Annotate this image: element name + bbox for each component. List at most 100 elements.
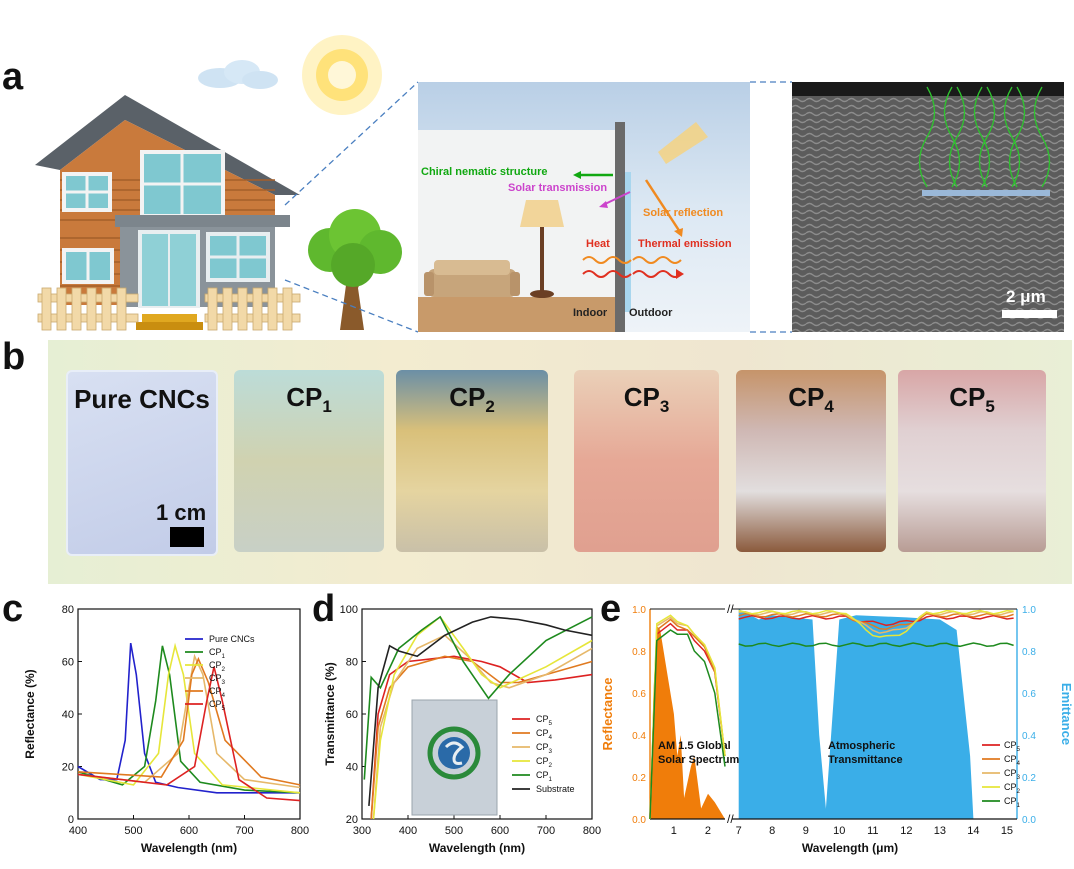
y-axis-label: Reflectance (%) <box>23 669 37 758</box>
scale-bar-label: 1 cm <box>156 500 207 525</box>
legend-label: CP2 <box>1004 782 1021 795</box>
label-indoor: Indoor <box>573 307 608 319</box>
label-thermal-emission: Thermal emission <box>638 238 732 250</box>
y-axis-label: Transmittance (%) <box>323 662 337 765</box>
y-tick-label: 20 <box>62 762 74 774</box>
annotation-solar: Solar Spectrum <box>658 754 740 766</box>
panel-d-label: d <box>312 588 336 630</box>
y-axis-label-right: Emittance <box>1059 683 1074 745</box>
legend-label: CP2 <box>536 756 553 769</box>
x-tick-label: 500 <box>124 825 142 837</box>
series-line-pure-cncs <box>77 642 300 794</box>
x-axis-label: Wavelength (nm) <box>141 841 237 855</box>
logo-s-mark <box>444 741 465 765</box>
chart-reflectance: 400 500 600 700 800 0 20 40 60 80 Wavelength (nm) R… <box>23 604 309 855</box>
x-tick-label: 600 <box>491 825 509 837</box>
series-nir-cp2 <box>649 614 726 820</box>
panel-c-label: c <box>2 588 24 630</box>
chart-transmittance: 300 400 500 600 700 800 20 40 60 80 100 Wavelength … <box>323 604 601 855</box>
logo-icon <box>427 726 481 780</box>
x-tick-label: 13 <box>934 825 946 837</box>
legend-label: CP3 <box>536 742 553 755</box>
legend-label: CP4 <box>536 728 553 741</box>
x-tick-label: 600 <box>180 825 198 837</box>
y-tick-label-right: 0.0 <box>1022 815 1036 826</box>
legend-label: CP4 <box>1004 754 1021 767</box>
axis-break-mark: // <box>727 602 734 616</box>
zoom-lines <box>284 81 792 333</box>
x-axis-label: Wavelength (μm) <box>802 841 898 855</box>
x-tick-label: 500 <box>445 825 463 837</box>
panel-a-label: a <box>2 56 24 98</box>
label-heat: Heat <box>586 238 610 250</box>
x-tick-label: 400 <box>399 825 417 837</box>
sem-scale-label: 2 μm <box>1006 287 1046 306</box>
x-tick-label: 9 <box>803 825 809 837</box>
axis-break-mark: // <box>727 812 734 826</box>
y-tick-label: 40 <box>346 762 358 774</box>
legend-label: CP3 <box>209 673 226 686</box>
y-tick-label-left: 0.8 <box>632 647 646 658</box>
label-solar-reflection: Solar reflection <box>643 207 723 219</box>
y-tick-label-right: 0.6 <box>1022 689 1036 700</box>
series-line-cp1 <box>363 615 593 780</box>
roof <box>35 95 300 195</box>
series-nir-cp4 <box>649 618 726 820</box>
legend-label: CP5 <box>1004 740 1021 753</box>
y-tick-label: 80 <box>346 657 358 669</box>
annotation-solar: AM 1.5 Global <box>658 740 731 752</box>
y-tick-label-left: 0.0 <box>632 815 646 826</box>
x-tick-label: 300 <box>353 825 371 837</box>
house-illustration <box>35 35 402 331</box>
sample-cp5: CP5 <box>898 370 1046 552</box>
x-tick-label: 400 <box>69 825 87 837</box>
panel-b-label: b <box>2 336 26 378</box>
samples-strip: Pure CNCs 1 cm CP1 CP2 CP3 CP4 CP5 <box>48 340 1072 584</box>
x-tick-label: 700 <box>537 825 555 837</box>
sample-cp3: CP3 <box>574 370 719 552</box>
sample-cp2: CP2 <box>396 370 548 552</box>
sample-cp4: CP4 <box>736 370 886 552</box>
series-ir-cp3 <box>738 610 1014 634</box>
x-tick-label: 11 <box>867 825 878 837</box>
series-ir-cp2 <box>738 609 1014 638</box>
solar-spectrum-area <box>650 625 725 819</box>
x-tick-label: 700 <box>235 825 253 837</box>
cloud-icon <box>198 60 278 89</box>
legend-label: Pure CNCs <box>209 634 255 644</box>
x-axis-label: Wavelength (nm) <box>429 841 525 855</box>
y-tick-label-right: 0.2 <box>1022 773 1036 784</box>
y-tick-label: 40 <box>62 709 74 721</box>
helix-icon <box>918 86 1051 188</box>
label-chiral: Chiral nematic structure <box>421 166 548 178</box>
legend-label: CP1 <box>1004 796 1021 809</box>
y-tick-label: 20 <box>346 814 358 826</box>
y-tick-label: 60 <box>346 709 358 721</box>
chart-emittance: // // 0.0 0.0 0.2 0.2 0.4 0.4 0.6 0.6 0.8 0.8 1.0 1.0… <box>600 602 1074 855</box>
legend-label: CP1 <box>536 770 553 783</box>
sample-cp1: CP1 <box>234 370 384 552</box>
tree-icon <box>308 209 402 330</box>
y-axis-label-left: Reflectance <box>600 678 615 751</box>
series-line-cp3 <box>77 653 301 789</box>
x-tick-label: 14 <box>967 825 979 837</box>
y-tick-label: 0 <box>68 814 74 826</box>
series-line-cp4 <box>370 655 593 820</box>
x-tick-label: 10 <box>833 825 845 837</box>
annotation-atm: Atmospheric <box>828 740 895 752</box>
series-line-cp2 <box>77 642 301 794</box>
legend-label: Substrate <box>536 784 575 794</box>
series-line-cp4 <box>77 656 301 786</box>
legend-label: CP2 <box>209 660 226 673</box>
y-tick-label: 100 <box>340 604 358 616</box>
legend-label: CP5 <box>209 699 226 712</box>
series-ir-cp4 <box>738 612 1014 630</box>
y-tick-label-right: 0.8 <box>1022 647 1036 658</box>
legend-label: CP4 <box>209 686 226 699</box>
series-line-cp5 <box>77 666 301 802</box>
label-solar-transmission: Solar transmission <box>508 182 607 194</box>
sem-image: 2 μm <box>792 82 1064 332</box>
atmospheric-transmittance-area <box>738 609 1017 819</box>
sun-icon <box>302 35 382 115</box>
panel-e-label: e <box>600 588 622 630</box>
